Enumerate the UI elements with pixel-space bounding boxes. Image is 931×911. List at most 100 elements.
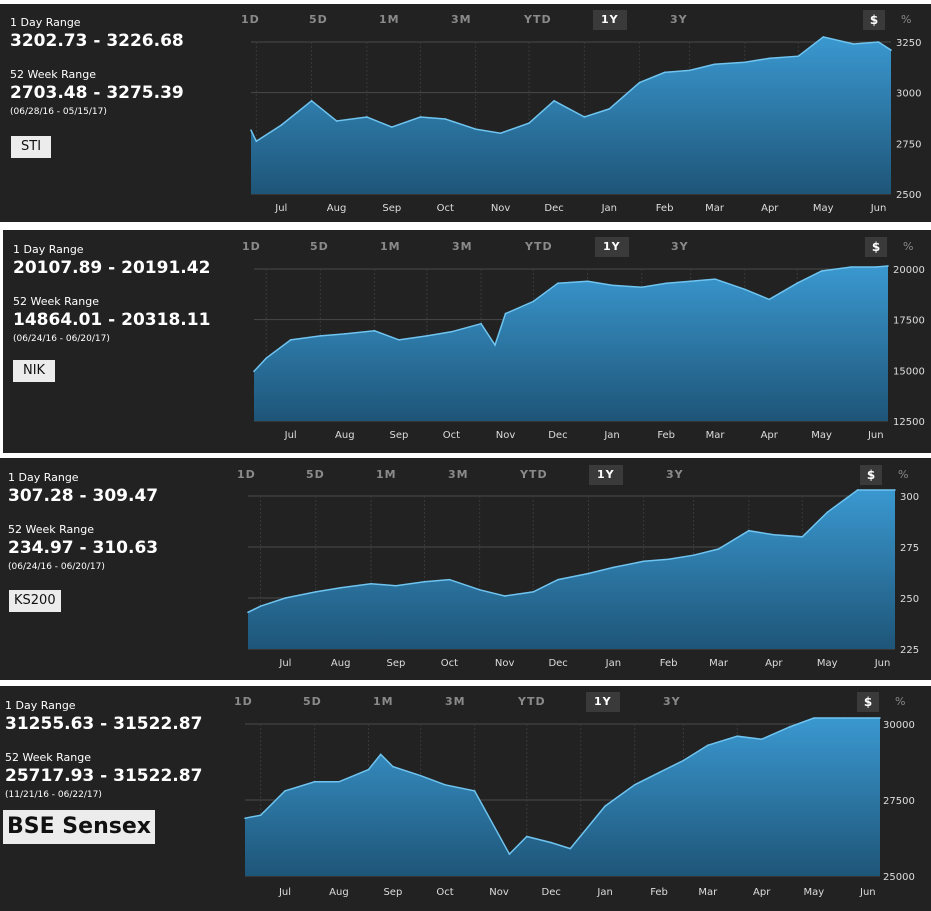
range-3y-button[interactable]: 3Y [663, 695, 681, 708]
y-tick-label: 17500 [893, 316, 925, 327]
currency-dollar-button[interactable]: $ [863, 10, 885, 30]
range-5d-button[interactable]: 5D [310, 240, 329, 253]
data-point [682, 759, 685, 762]
data-point [532, 591, 534, 593]
data-point [569, 847, 572, 850]
data-point [772, 533, 775, 536]
range-3m-button[interactable]: 3M [445, 695, 466, 708]
data-point [612, 566, 615, 569]
data-point [667, 558, 670, 561]
area-chart: 2500 2750 3000 3250 Jul Aug Sep Oct Nov Dec Jan Feb… [250, 36, 921, 214]
data-point [633, 784, 636, 786]
currency-dollar-button[interactable]: $ [860, 465, 882, 485]
range-3y-button[interactable]: 3Y [670, 13, 688, 26]
x-tick-label: Sep [390, 430, 409, 441]
currency-percent-button[interactable]: % [901, 13, 912, 26]
data-point [313, 780, 316, 783]
data-point [392, 765, 394, 768]
currency-percent-button[interactable]: % [895, 695, 906, 708]
x-tick-label: May [813, 203, 834, 214]
range-1d-button[interactable]: 1D [242, 240, 261, 253]
series-line [250, 36, 892, 143]
currency-percent-button[interactable]: % [898, 468, 909, 481]
y-tick-label: 225 [900, 645, 919, 656]
data-point [259, 605, 262, 607]
range-1m-button[interactable]: 1M [376, 468, 397, 481]
data-point [367, 768, 370, 771]
area-chart: 225 250 275 300 Jul Aug Sep Oct Nov Dec Jan Feb Mar A… [247, 489, 919, 669]
data-point [867, 717, 869, 719]
range-1d-button[interactable]: 1D [237, 468, 256, 481]
chart-panel-nik: 1 Day Range 20107.89 - 20191.42 52 Week … [3, 230, 931, 453]
range-1m-button[interactable]: 1M [380, 240, 401, 253]
stats-block: 1 Day Range 20107.89 - 20191.42 52 Week … [3, 230, 243, 453]
x-tick-label: Sep [382, 203, 401, 214]
data-point [640, 286, 643, 289]
data-point [338, 780, 340, 783]
range-3y-button[interactable]: 3Y [666, 468, 684, 481]
data-point [419, 774, 422, 777]
range-1d-button[interactable]: 1D [241, 13, 260, 26]
x-tick-label: Dec [542, 887, 561, 898]
currency-dollar-button[interactable]: $ [865, 237, 887, 257]
data-point [280, 124, 283, 126]
range-1y-button[interactable]: 1Y [589, 465, 623, 485]
range-3m-button[interactable]: 3M [448, 468, 469, 481]
ticker-label: STI [11, 136, 52, 158]
range-3m-button[interactable]: 3M [451, 13, 472, 26]
range-5d-button[interactable]: 5D [303, 695, 322, 708]
week-range-value: 2703.48 - 3275.39 [10, 83, 184, 103]
y-tick-label: 25000 [883, 872, 915, 883]
data-point [881, 489, 884, 491]
data-point [553, 99, 555, 102]
x-tick-label: Jul [278, 887, 291, 898]
range-3m-button[interactable]: 3M [452, 240, 473, 253]
currency-percent-button[interactable]: % [903, 240, 914, 253]
data-point [760, 738, 763, 740]
range-ytd-button[interactable]: YTD [524, 13, 552, 26]
data-point [856, 489, 859, 491]
range-ytd-button[interactable]: YTD [525, 240, 553, 253]
range-ytd-button[interactable]: YTD [518, 695, 546, 708]
data-point [319, 335, 322, 337]
x-tick-label: Jan [596, 887, 612, 898]
range-1m-button[interactable]: 1M [373, 695, 394, 708]
x-tick-label: Apr [765, 658, 783, 669]
data-point [344, 333, 346, 335]
range-1y-button[interactable]: 1Y [586, 692, 620, 712]
data-point [473, 790, 476, 792]
data-point [658, 771, 660, 774]
week-range-value: 14864.01 - 20318.11 [13, 310, 211, 330]
range-5d-button[interactable]: 5D [306, 468, 325, 481]
range-ytd-button[interactable]: YTD [520, 468, 548, 481]
x-tick-label: Aug [331, 658, 351, 669]
data-point [423, 580, 426, 583]
x-tick-label: Feb [656, 203, 674, 214]
x-tick-label: Oct [436, 887, 453, 898]
data-point [894, 489, 896, 491]
data-point [244, 817, 246, 820]
range-3y-button[interactable]: 3Y [671, 240, 689, 253]
data-point [284, 597, 287, 599]
data-point [852, 43, 855, 45]
y-tick-label: 30000 [883, 720, 915, 731]
data-point [663, 71, 666, 74]
range-1y-button[interactable]: 1Y [593, 10, 627, 30]
x-tick-label: Jun [867, 430, 884, 441]
currency-dollar-button[interactable]: $ [857, 692, 879, 712]
data-point [391, 126, 393, 128]
data-point [373, 330, 376, 332]
data-point [586, 280, 589, 282]
range-1y-button[interactable]: 1Y [595, 237, 629, 257]
data-point [842, 717, 845, 719]
range-5d-button[interactable]: 5D [309, 13, 328, 26]
x-tick-label: Mar [705, 203, 725, 214]
range-1m-button[interactable]: 1M [379, 13, 400, 26]
data-point [796, 282, 798, 284]
data-point [801, 536, 804, 538]
range-1d-button[interactable]: 1D [234, 695, 253, 708]
x-tick-label: Oct [437, 203, 454, 214]
data-point [310, 99, 313, 102]
x-tick-label: Jan [601, 203, 617, 214]
x-tick-label: Apr [761, 203, 779, 214]
